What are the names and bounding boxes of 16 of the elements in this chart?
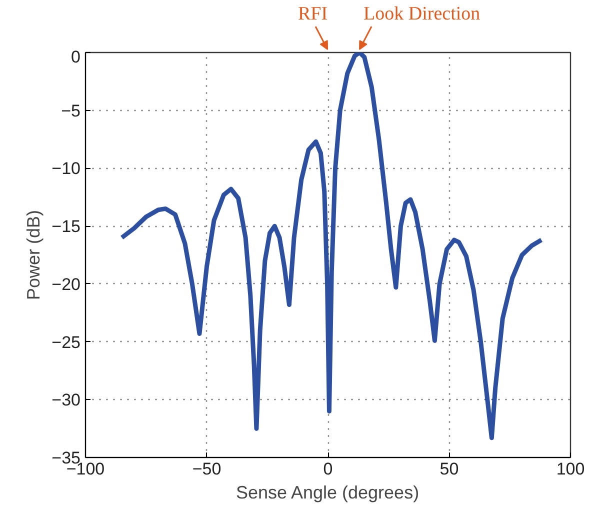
x-axis-title: Sense Angle (degrees) — [236, 482, 420, 502]
y-tick-label: −20 — [52, 274, 81, 294]
x-tick-label: −50 — [192, 460, 222, 478]
y-tick-label: 0 — [71, 48, 81, 66]
line-series — [120, 52, 544, 440]
x-tick-label: 0 — [323, 460, 333, 478]
y-tick-label: −5 — [61, 101, 81, 120]
text: RFI — [298, 4, 328, 24]
x-tick-label: 100 — [556, 460, 585, 478]
annotation: Look Direction — [364, 4, 481, 24]
x-tick-label: 50 — [440, 460, 459, 478]
y-tick-label: −30 — [52, 390, 81, 410]
y-axis-title: Power (dB) — [24, 210, 44, 300]
y-tick-label: −25 — [52, 332, 81, 352]
y-tick-label: −15 — [52, 217, 81, 236]
y-tick-label: −10 — [52, 159, 81, 178]
